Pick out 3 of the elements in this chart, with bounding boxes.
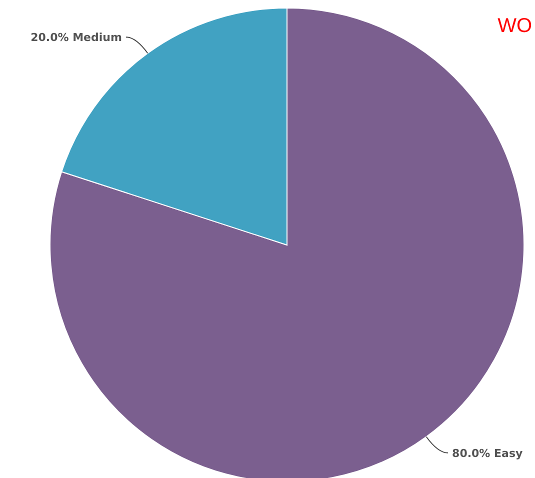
- slice-label: 80.0% Easy: [452, 446, 523, 460]
- chart-title: WO: [498, 15, 532, 37]
- slice-label: 20.0% Medium: [30, 31, 122, 44]
